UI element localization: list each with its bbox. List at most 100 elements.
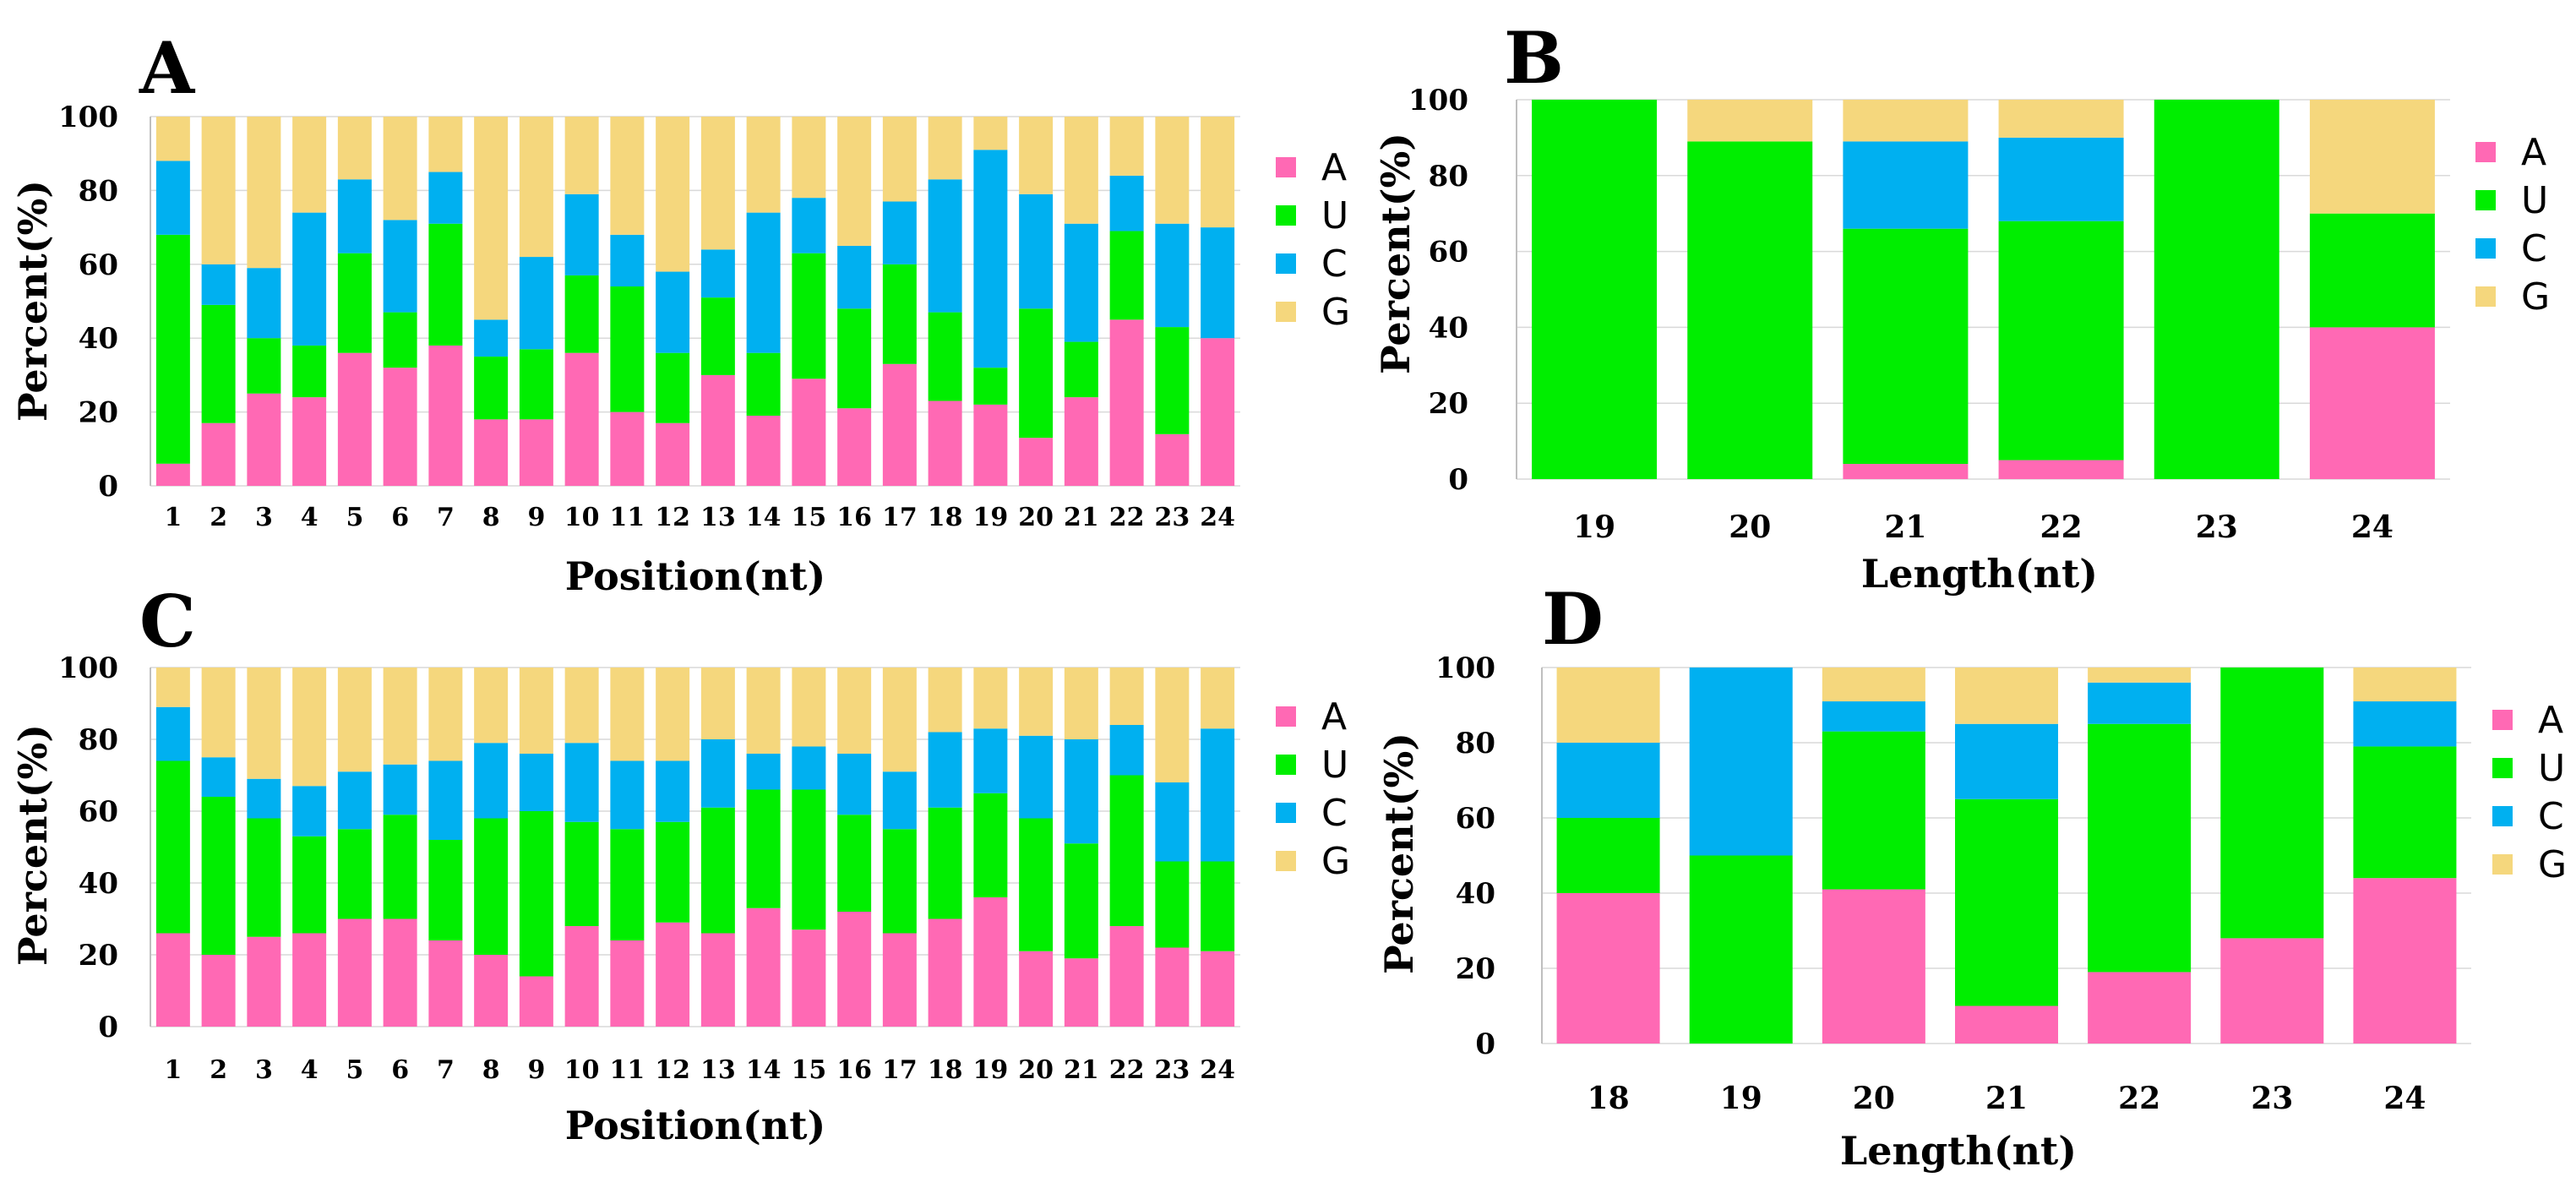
bar-c-2-U — [201, 797, 236, 955]
bar-d-18-G — [1556, 668, 1660, 743]
y-tick-label-b-80: 80 — [1429, 160, 1468, 193]
bar-d-20-U — [1822, 731, 1925, 890]
bar-c-17-A — [882, 933, 917, 1027]
bar-c-21-C — [1064, 739, 1098, 844]
bar-a-13-G — [700, 117, 735, 250]
bar-a-19-A — [973, 404, 1008, 486]
bar-a-18-C — [928, 179, 962, 313]
bar-d-21-C — [1955, 723, 2058, 799]
bar-d-20-A — [1822, 889, 1925, 1044]
legend-label-b-A: A — [2521, 131, 2546, 174]
y-tick-label-a-20: 20 — [79, 396, 118, 430]
bar-c-10-C — [564, 743, 599, 822]
bar-c-20-C — [1019, 735, 1054, 819]
bar-a-17-U — [882, 264, 917, 364]
bar-a-19-C — [973, 150, 1008, 368]
bar-a-6-U — [383, 312, 417, 368]
bar-c-18-U — [928, 807, 962, 919]
x-tick-label-c-7: 7 — [437, 1055, 455, 1085]
bar-a-24-C — [1201, 227, 1235, 339]
x-tick-label-a-5: 5 — [346, 503, 363, 532]
legend-swatch-d-A — [2492, 710, 2513, 730]
bar-c-8-G — [474, 668, 509, 744]
bar-c-15-U — [792, 789, 826, 930]
legend-swatch-b-A — [2475, 142, 2496, 162]
legend-label-d-C: C — [2538, 795, 2564, 838]
bar-c-6-G — [383, 668, 417, 765]
y-tick-label-c-100: 100 — [58, 651, 118, 685]
chart-panel-b: B 0 20 40 60 80 100 19 20 21 22 23 24 Percent(%) Lengt… — [1373, 16, 2550, 597]
bar-d-22-C — [2088, 682, 2192, 724]
legend-swatch-d-G — [2492, 854, 2513, 875]
bar-a-21-U — [1064, 341, 1098, 398]
bar-c-21-G — [1064, 668, 1098, 739]
x-tick-label-a-16: 16 — [836, 503, 872, 532]
bar-c-4-A — [292, 933, 327, 1027]
bar-a-10-U — [564, 275, 599, 353]
legend-swatch-a-A — [1276, 157, 1296, 177]
bar-a-12-G — [656, 117, 690, 272]
bar-d-22-U — [2088, 723, 2192, 973]
bar-c-7-C — [428, 760, 463, 840]
bar-a-12-U — [656, 352, 690, 423]
x-tick-label-b-22: 22 — [2040, 510, 2083, 545]
bar-a-19-U — [973, 368, 1008, 405]
x-tick-label-b-20: 20 — [1729, 510, 1771, 545]
x-tick-label-a-11: 11 — [610, 503, 645, 532]
bar-c-3-G — [247, 668, 281, 779]
legend-label-c-G: G — [1321, 840, 1350, 883]
y-tick-label-c-60: 60 — [79, 795, 118, 829]
x-tick-label-a-2: 2 — [210, 503, 227, 532]
bar-c-23-C — [1155, 782, 1190, 862]
y-tick-label-d-100: 100 — [1435, 651, 1495, 685]
bar-c-22-A — [1109, 926, 1144, 1027]
bar-b-23-U — [2154, 100, 2279, 479]
legend-swatch-a-C — [1276, 253, 1296, 274]
bar-c-10-U — [564, 821, 599, 926]
x-tick-label-a-15: 15 — [792, 503, 827, 532]
bar-d-19-C — [1689, 668, 1793, 856]
x-tick-label-c-21: 21 — [1064, 1055, 1099, 1085]
bar-d-21-U — [1955, 798, 2058, 1006]
legend-swatch-b-C — [2475, 238, 2496, 259]
y-tick-label-b-20: 20 — [1429, 387, 1468, 421]
bar-a-13-C — [700, 249, 735, 298]
bar-a-8-A — [474, 419, 509, 486]
bar-c-9-C — [519, 754, 553, 811]
bar-a-15-A — [792, 379, 826, 486]
x-tick-label-a-4: 4 — [301, 503, 319, 532]
bar-c-2-A — [201, 955, 236, 1027]
bar-a-20-G — [1019, 117, 1054, 194]
bar-a-9-A — [519, 419, 553, 486]
x-tick-label-d-23: 23 — [2251, 1081, 2293, 1116]
x-tick-label-c-2: 2 — [210, 1055, 227, 1085]
bar-b-19-U — [1532, 100, 1658, 479]
legend-swatch-c-C — [1276, 803, 1296, 823]
bar-a-18-A — [928, 401, 962, 486]
bar-a-1-G — [155, 117, 190, 161]
x-tick-label-b-21: 21 — [1884, 510, 1926, 545]
bar-a-6-C — [383, 220, 417, 313]
bar-c-24-G — [1201, 668, 1235, 729]
bar-c-5-C — [337, 771, 372, 830]
bar-c-13-G — [700, 668, 735, 739]
x-tick-label-c-24: 24 — [1200, 1055, 1235, 1085]
x-tick-label-c-3: 3 — [255, 1055, 273, 1085]
x-tick-label-d-18: 18 — [1588, 1081, 1630, 1116]
bar-a-16-G — [837, 117, 872, 246]
legend-label-a-G: G — [1321, 291, 1350, 334]
bar-c-9-U — [519, 811, 553, 977]
bar-c-19-A — [973, 897, 1008, 1027]
bar-c-22-U — [1109, 775, 1144, 926]
bar-a-3-U — [247, 338, 281, 394]
bar-c-7-G — [428, 668, 463, 761]
y-tick-label-b-60: 60 — [1429, 236, 1468, 270]
bar-c-18-A — [928, 918, 962, 1027]
bar-d-21-A — [1955, 1005, 2058, 1044]
bar-c-19-G — [973, 668, 1008, 729]
bar-c-12-C — [656, 760, 690, 822]
bar-a-7-C — [428, 172, 463, 224]
legend-swatch-d-U — [2492, 758, 2513, 778]
bar-d-24-C — [2353, 701, 2457, 747]
